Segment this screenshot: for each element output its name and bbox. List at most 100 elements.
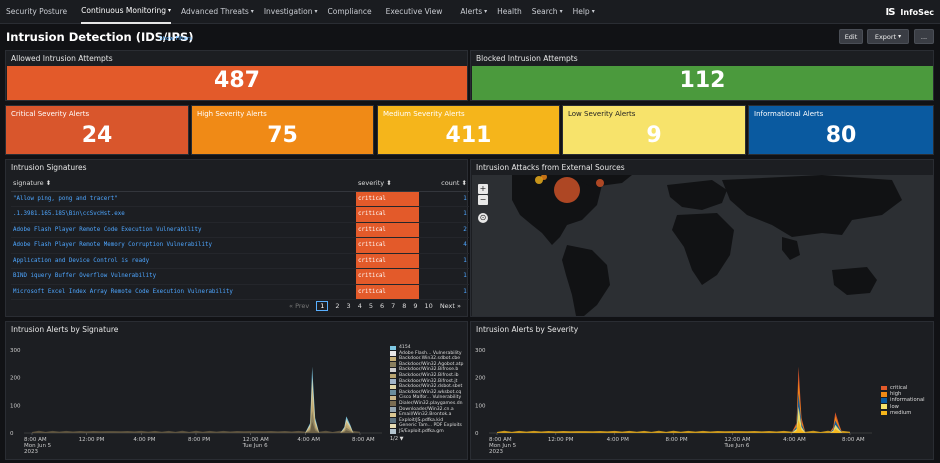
legend-item[interactable]: Backdoor/Win32.Agobot.atp	[390, 362, 463, 368]
table-row[interactable]: .1.3981.165.185\Bin\ccSvcHst.exe critica…	[11, 206, 469, 223]
pager-page-4[interactable]: 4	[357, 302, 362, 310]
x-tick-label: 4:00 AM	[783, 437, 806, 443]
x-tick-label: 4:00 PM	[607, 437, 629, 443]
count-cell[interactable]: 1	[418, 206, 469, 223]
zoom-in-icon[interactable]: +	[478, 184, 488, 194]
count-cell[interactable]: 1	[418, 191, 469, 207]
legend-item[interactable]: informational	[881, 397, 925, 403]
legend-item[interactable]: Exploit/JS.pdfka.kid	[390, 418, 463, 424]
legend-item[interactable]: Backdoor.Win32.sdbot.cbe	[390, 356, 463, 362]
nav-item-investigation[interactable]: Investigation ▾	[264, 0, 318, 24]
legend-label: Adobe Flash... Vulnerability	[399, 350, 462, 356]
nav-item-search[interactable]: Search ▾	[532, 0, 563, 24]
world-map[interactable]	[472, 175, 933, 316]
signature-cell[interactable]: Application and Device Control is ready	[11, 253, 356, 269]
table-row[interactable]: Adobe Flash Player Remote Memory Corrupt…	[11, 237, 469, 254]
legend-swatch	[390, 362, 396, 367]
pager-page-6[interactable]: 6	[379, 302, 385, 310]
zoom-out-icon[interactable]: −	[478, 195, 488, 205]
nav-item-security-posture[interactable]: Security Posture	[6, 0, 67, 24]
chevron-down-icon[interactable]: ▼	[398, 435, 404, 442]
signature-cell[interactable]: Adobe Flash Player Remote Code Execution…	[11, 222, 356, 238]
count-cell[interactable]: 1	[418, 284, 469, 300]
nav-item-help[interactable]: Help ▾	[573, 0, 595, 24]
series-area	[791, 419, 843, 433]
count-cell[interactable]: 1	[418, 268, 469, 285]
nav-item-health[interactable]: Health	[497, 0, 522, 24]
legend-item[interactable]: Backdoor/Win32.Bifrost.ib	[390, 373, 463, 379]
severity-cell: critical	[356, 268, 419, 285]
nav-item-advanced-threats[interactable]: Advanced Threats ▾	[181, 0, 254, 24]
tile-informational-alerts: Informational Alerts 80	[748, 105, 934, 155]
legend-item[interactable]: JS/Exploit.pdfka.gm	[390, 429, 463, 435]
pager-page-9[interactable]: 9	[413, 302, 418, 310]
x-tick-label: 8:00 AM	[842, 437, 865, 443]
legend-item[interactable]: 4154	[390, 345, 463, 351]
panel-title: Intrusion Alerts by Signature	[11, 325, 119, 334]
legend-label: Backdoor/Win32.Bifrost.jt	[399, 378, 458, 384]
nav-item-alerts[interactable]: Alerts ▾	[460, 0, 487, 24]
legend-swatch	[881, 404, 887, 409]
signature-cell[interactable]: Adobe Flash Player Remote Memory Corrupt…	[11, 237, 356, 254]
y-tick-label: 100	[475, 403, 486, 409]
pager-page-3[interactable]: 3	[346, 302, 351, 310]
table-row[interactable]: BIND iquery Buffer Overflow Vulnerabilit…	[11, 268, 469, 285]
table-row[interactable]: Application and Device Control is ready …	[11, 253, 469, 269]
signature-cell[interactable]: "Allow ping, pong and tracert"	[11, 191, 356, 207]
signature-cell[interactable]: .1.3981.165.185\Bin\ccSvcHst.exe	[11, 206, 356, 223]
count-cell[interactable]: 4	[418, 237, 469, 254]
pager-prev-button[interactable]: « Prev	[289, 302, 310, 310]
column-header-signature[interactable]: signature ⬍	[11, 176, 356, 192]
legend-item[interactable]: low	[881, 404, 925, 410]
legend-item[interactable]: Cisco Malfor... Vulnerability	[390, 395, 463, 401]
x-tick-label: 8:00 PM	[666, 437, 688, 443]
chevron-down-icon: ▾	[591, 8, 595, 15]
legend-item[interactable]: Backdoor/Win32.Bifrost.jt	[390, 379, 463, 385]
signature-cell[interactable]: Microsoft Excel Index Array Remote Code …	[11, 284, 356, 300]
legend-item[interactable]: Dialer/Win32.playgames.dn	[390, 401, 463, 407]
reset-map-icon[interactable]: ⊙	[478, 213, 488, 223]
legend-item[interactable]: Generic Tam... PDF Exploits	[390, 423, 463, 429]
column-header-severity[interactable]: severity ⬍	[356, 176, 419, 192]
tile-medium-alerts: Medium Severity Alerts 411	[377, 105, 560, 155]
pager-page-8[interactable]: 8	[402, 302, 407, 310]
x-tick-label: Tue Jun 6	[242, 443, 268, 449]
legend-item[interactable]: Backdoor/Win32.dsbot.sbet	[390, 384, 463, 390]
export-button[interactable]: Export ▾	[867, 29, 909, 44]
brand[interactable]: IS InfoSec	[885, 0, 934, 24]
legend-item[interactable]: Downloader/Win32.cn.a	[390, 407, 463, 413]
pager-next-button[interactable]: Next »	[439, 302, 461, 310]
legend-item[interactable]: high	[881, 391, 925, 397]
pager-page-2[interactable]: 2	[335, 302, 340, 310]
legend-label: Backdoor.Win32.sdbot.cbe	[399, 356, 461, 362]
nav-item-continuous-monitoring[interactable]: Continuous Monitoring ▾	[81, 0, 172, 24]
legend-pager[interactable]: 1/2 ▼	[390, 435, 463, 443]
show-filters-link[interactable]: Show Filters	[159, 36, 193, 42]
legend-item[interactable]: critical	[881, 385, 925, 391]
legend-item[interactable]: Backdoor/Win32.wksbot.cq	[390, 390, 463, 396]
legend-item[interactable]: Backdoor/Win32.Bifrose.b	[390, 367, 463, 373]
pager-page-10[interactable]: 10	[424, 302, 433, 310]
nav-item-compliance[interactable]: Compliance	[328, 0, 372, 24]
column-header-count[interactable]: count ⬍	[418, 176, 469, 192]
pager-page-7[interactable]: 7	[391, 302, 396, 310]
signature-cell[interactable]: BIND iquery Buffer Overflow Vulnerabilit…	[11, 268, 356, 285]
pager-page-5[interactable]: 5	[368, 302, 373, 310]
nav-item-executive-view[interactable]: Executive View	[386, 0, 443, 24]
kpi-value: 9	[646, 123, 662, 148]
legend-label: Generic Tam... PDF Exploits	[399, 423, 462, 429]
table-row[interactable]: Microsoft Excel Index Array Remote Code …	[11, 284, 469, 300]
pager-page-1[interactable]: 1	[316, 301, 329, 311]
count-cell[interactable]: 1	[418, 253, 469, 269]
legend-item[interactable]: Email/Win32.Brontok.a	[390, 412, 463, 418]
legend-item[interactable]: Adobe Flash... Vulnerability	[390, 351, 463, 357]
table-row[interactable]: Adobe Flash Player Remote Code Execution…	[11, 222, 469, 238]
nav-item-label: Alerts	[460, 7, 483, 16]
legend-item[interactable]: medium	[881, 410, 925, 416]
kpi-tile: 112	[472, 66, 933, 100]
edit-button[interactable]: Edit	[839, 29, 863, 44]
legend-label: Backdoor/Win32.Bifrost.ib	[399, 372, 459, 378]
count-cell[interactable]: 2	[418, 222, 469, 238]
table-row[interactable]: "Allow ping, pong and tracert" critical …	[11, 191, 469, 207]
more-button[interactable]: ...	[914, 29, 934, 44]
